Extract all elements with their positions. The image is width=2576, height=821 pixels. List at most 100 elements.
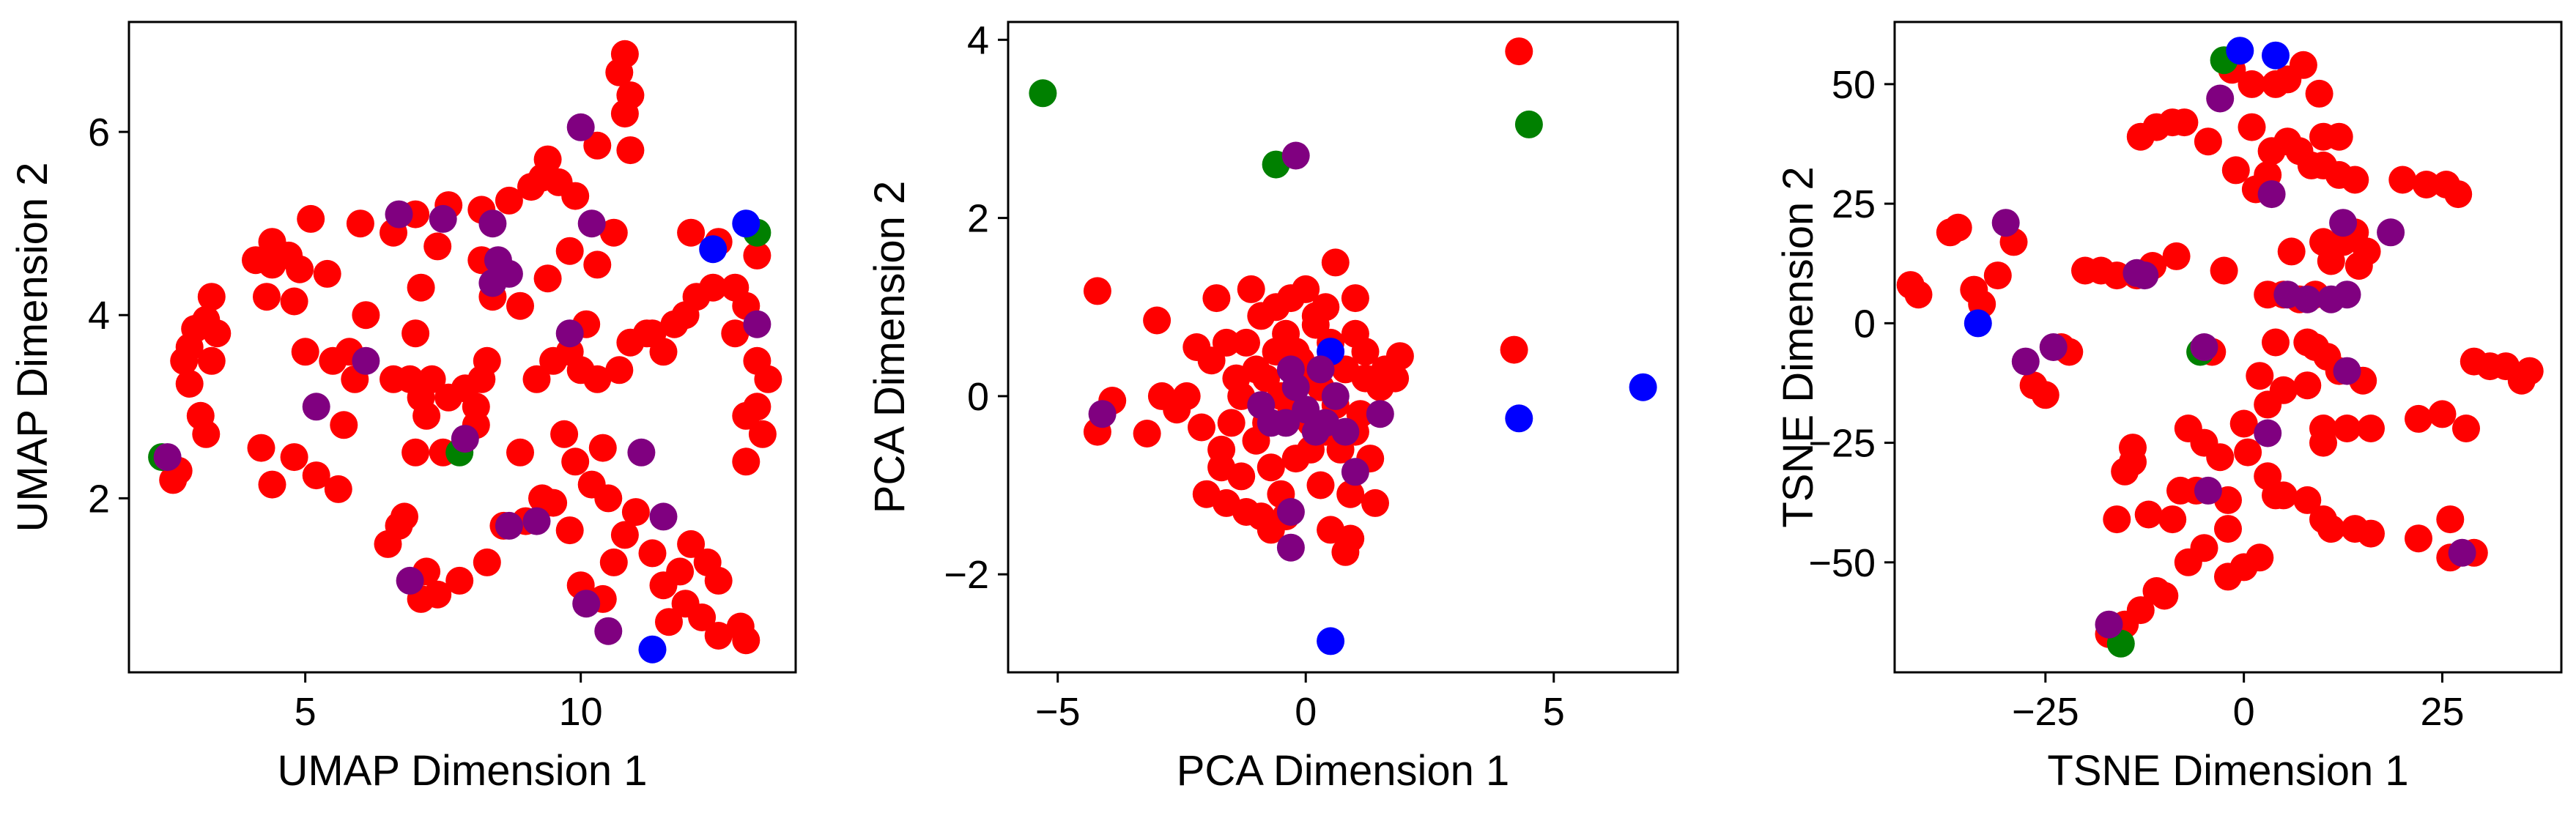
y-tick-label: 0 bbox=[967, 375, 989, 419]
point-red bbox=[1385, 342, 1414, 371]
x-axis-label: TSNE Dimension 1 bbox=[2047, 747, 2408, 795]
point-purple bbox=[1292, 395, 1320, 424]
plot-frame bbox=[1893, 21, 2563, 674]
point-red bbox=[2214, 515, 2242, 543]
point-red bbox=[583, 131, 612, 160]
point-red bbox=[1983, 261, 2012, 290]
point-red bbox=[330, 411, 358, 439]
point-red bbox=[2436, 505, 2465, 534]
point-purple bbox=[1276, 498, 1305, 526]
point-purple bbox=[396, 566, 424, 595]
point-red bbox=[2229, 409, 2258, 438]
point-purple bbox=[1276, 533, 1305, 562]
x-tick-label: 10 bbox=[559, 690, 603, 734]
point-red bbox=[192, 420, 221, 448]
point-red bbox=[1237, 275, 1265, 303]
point-red bbox=[605, 58, 634, 86]
point-purple bbox=[495, 511, 523, 540]
point-red bbox=[258, 470, 286, 499]
point-red bbox=[175, 370, 204, 398]
point-red bbox=[1381, 364, 1410, 393]
point-red bbox=[445, 566, 474, 595]
point-purple bbox=[572, 590, 601, 618]
point-blue bbox=[1964, 309, 1992, 338]
y-tick-label: 2 bbox=[88, 477, 110, 521]
point-red bbox=[677, 530, 706, 558]
point-red bbox=[721, 319, 750, 348]
y-tick-label: 50 bbox=[1832, 63, 1876, 107]
chart-panel-3: −25 0 25 −50 −25 0 25 50 TSNE Dimension 1 TSNE Di… bbox=[1774, 21, 2563, 795]
y-tick-label: 25 bbox=[1832, 182, 1876, 226]
point-purple bbox=[577, 209, 606, 238]
point-red bbox=[1232, 498, 1260, 526]
point-purple bbox=[1306, 355, 1335, 384]
point-red bbox=[1292, 275, 1320, 303]
point-red bbox=[677, 218, 706, 247]
point-red bbox=[197, 346, 226, 375]
point-red bbox=[1143, 306, 1172, 335]
chart-panel-1: 5 10 2 4 6 UMAP Dimension 1 UMAP Dimension 2 bbox=[9, 21, 797, 795]
point-red bbox=[1133, 420, 1161, 447]
point-red bbox=[1505, 37, 1533, 66]
point-red bbox=[2341, 166, 2369, 194]
point-red bbox=[2031, 381, 2059, 409]
point-purple bbox=[1281, 141, 1310, 170]
x-axis-label: UMAP Dimension 1 bbox=[277, 747, 647, 795]
point-red bbox=[583, 365, 612, 393]
y-tick-label: −25 bbox=[1808, 422, 1876, 466]
point-red bbox=[610, 521, 639, 549]
point-red bbox=[2357, 415, 2385, 442]
point-red bbox=[2444, 180, 2473, 209]
point-purple bbox=[2333, 357, 2361, 385]
point-purple bbox=[1331, 417, 1360, 446]
point-red bbox=[1336, 524, 1365, 553]
point-red bbox=[1212, 328, 1240, 357]
point-red bbox=[197, 283, 226, 311]
point-blue bbox=[2226, 37, 2254, 65]
x-tick-label: 5 bbox=[1543, 690, 1565, 734]
point-purple bbox=[1366, 400, 1394, 428]
point-red bbox=[2357, 519, 2385, 548]
point-red bbox=[1188, 413, 1215, 442]
point-red bbox=[324, 475, 352, 503]
point-red bbox=[2317, 247, 2345, 275]
point-purple bbox=[2131, 261, 2159, 290]
point-red bbox=[2428, 400, 2457, 428]
point-red bbox=[280, 443, 308, 472]
point-red bbox=[2388, 166, 2417, 194]
point-red bbox=[2134, 500, 2163, 529]
y-tick-label: 4 bbox=[967, 18, 989, 62]
point-red bbox=[401, 438, 430, 467]
point-red bbox=[2412, 171, 2440, 198]
point-red bbox=[588, 434, 617, 462]
point-red bbox=[616, 136, 645, 165]
point-red bbox=[1500, 335, 1528, 364]
point-purple bbox=[2194, 476, 2222, 505]
point-red bbox=[1217, 409, 1246, 437]
point-red bbox=[555, 516, 584, 545]
point-red bbox=[2293, 486, 2322, 514]
point-red bbox=[594, 484, 623, 513]
point-red bbox=[203, 319, 232, 348]
point-red bbox=[732, 626, 760, 655]
point-red bbox=[1301, 302, 1330, 330]
point-red bbox=[407, 273, 435, 302]
plot-frame bbox=[127, 21, 797, 674]
point-red bbox=[297, 204, 325, 233]
point-purple bbox=[1281, 373, 1310, 401]
point-blue bbox=[2262, 41, 2290, 70]
point-red bbox=[506, 291, 534, 320]
point-red bbox=[2452, 415, 2480, 442]
point-purple bbox=[2257, 180, 2286, 209]
point-purple bbox=[2011, 347, 2040, 376]
point-red bbox=[2158, 505, 2187, 534]
y-tick-label: −2 bbox=[944, 553, 989, 597]
point-red bbox=[1207, 453, 1236, 482]
point-red bbox=[2254, 281, 2282, 309]
point-purple bbox=[352, 346, 380, 375]
point-red bbox=[2142, 577, 2171, 605]
x-tick-label: 0 bbox=[2233, 690, 2255, 734]
point-red bbox=[2210, 256, 2238, 285]
point-blue bbox=[1505, 404, 1533, 433]
point-red bbox=[286, 255, 314, 283]
